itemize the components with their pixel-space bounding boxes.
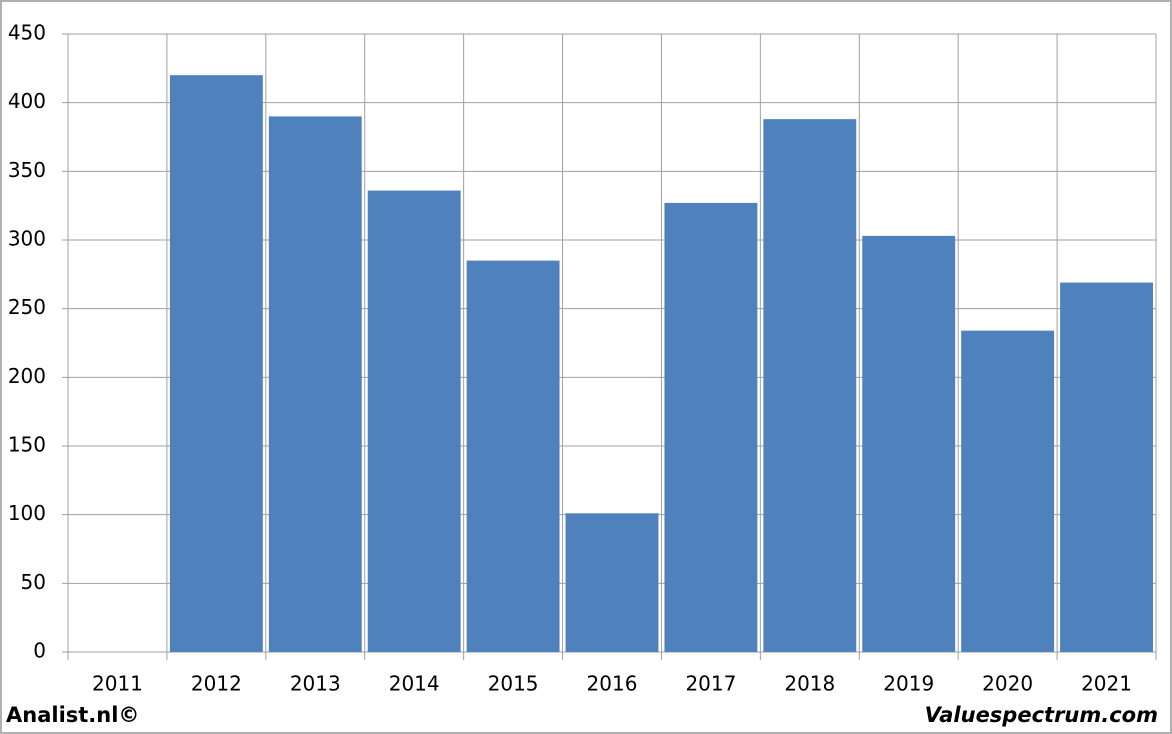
bar [862, 235, 956, 652]
bar [268, 116, 362, 652]
x-tick-label: 2021 [1081, 672, 1132, 696]
x-tick-label: 2013 [290, 672, 341, 696]
y-tick-label: 150 [8, 433, 46, 457]
footer-right: Valuespectrum.com [925, 703, 1158, 727]
x-tick-label: 2016 [587, 672, 638, 696]
y-tick-label: 0 [33, 639, 46, 663]
bar [466, 260, 560, 652]
bar [763, 119, 857, 652]
x-tick-label: 2015 [488, 672, 539, 696]
y-tick-label: 450 [8, 21, 46, 45]
y-tick-label: 300 [8, 227, 46, 251]
x-tick-label: 2014 [389, 672, 440, 696]
y-tick-label: 350 [8, 158, 46, 182]
y-tick-label: 400 [8, 89, 46, 113]
bar [565, 513, 659, 652]
y-tick-label: 200 [8, 364, 46, 388]
bar [664, 202, 758, 653]
footer-left: Analist.nl© [6, 703, 139, 727]
bar [1060, 282, 1153, 652]
y-tick-label: 50 [21, 570, 46, 594]
x-tick-label: 2020 [982, 672, 1033, 696]
x-tick-label: 2011 [92, 672, 143, 696]
y-tick-label: 250 [8, 295, 46, 319]
bar [169, 75, 263, 652]
x-tick-label: 2012 [191, 672, 242, 696]
x-tick-label: 2019 [883, 672, 934, 696]
bar [367, 190, 461, 652]
x-tick-label: 2017 [685, 672, 736, 696]
y-tick-label: 100 [8, 501, 46, 525]
bar [961, 330, 1055, 652]
x-tick-label: 2018 [784, 672, 835, 696]
